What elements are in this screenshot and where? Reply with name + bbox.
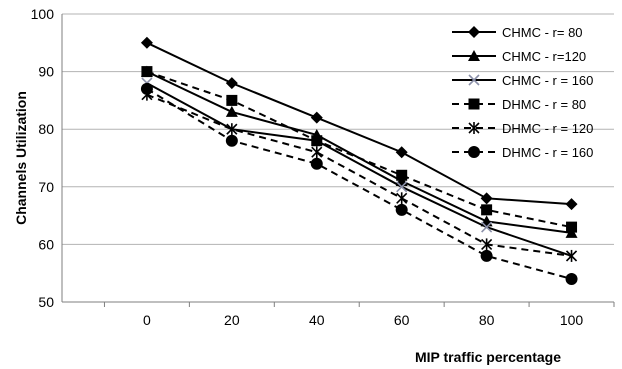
circle-marker xyxy=(565,272,578,285)
series-group xyxy=(140,36,578,285)
y-tick-label: 80 xyxy=(38,121,54,137)
x-tick-label: 40 xyxy=(309,312,325,328)
axes: 50 60 70 80 90 100 0 20 40 60 80 100 xyxy=(31,6,615,328)
triangle-marker xyxy=(468,50,480,61)
legend-item: DHMC - r = 160 xyxy=(452,145,593,160)
x-marker xyxy=(468,74,480,86)
circle-marker xyxy=(140,82,153,95)
y-tick-label: 70 xyxy=(38,179,54,195)
legend-item: CHMC - r=120 xyxy=(452,49,586,64)
y-tick-label: 60 xyxy=(38,236,54,252)
asterisk-marker xyxy=(311,146,323,159)
circle-marker xyxy=(310,157,323,170)
x-marker xyxy=(396,181,408,193)
y-tick-label: 100 xyxy=(31,6,55,22)
y-axis-title: Channels Utilization xyxy=(13,91,29,225)
series-6 xyxy=(140,82,578,285)
x-tick-label: 20 xyxy=(224,312,240,328)
x-tick-label: 100 xyxy=(560,312,584,328)
asterisk-marker xyxy=(481,238,493,251)
diamond-marker xyxy=(565,198,578,211)
x-axis-title: MIP traffic percentage xyxy=(415,349,561,365)
legend-label: CHMC - r=120 xyxy=(502,49,586,64)
series-1 xyxy=(140,36,578,211)
circle-marker xyxy=(225,134,238,147)
square-marker xyxy=(311,135,323,147)
diamond-marker xyxy=(225,77,238,90)
legend-label: CHMC - r = 160 xyxy=(502,73,593,88)
circle-marker xyxy=(468,146,480,158)
series-line xyxy=(146,93,572,257)
square-marker xyxy=(468,98,480,110)
legend-item: DHMC - r = 80 xyxy=(452,97,586,112)
legend-item: DHMC - r = 120 xyxy=(452,121,593,136)
x-tick-label: 60 xyxy=(394,312,410,328)
x-marker xyxy=(481,221,493,233)
series-line xyxy=(146,70,572,229)
series-line xyxy=(146,41,572,206)
series-4 xyxy=(141,66,578,233)
y-tick-label: 90 xyxy=(38,64,54,80)
x-tick-label: 0 xyxy=(143,312,151,328)
legend-label: DHMC - r = 160 xyxy=(502,145,593,160)
circle-marker xyxy=(480,249,493,262)
y-tick-label: 50 xyxy=(38,294,54,310)
circle-marker xyxy=(395,203,408,216)
square-marker xyxy=(396,169,408,181)
legend-label: DHMC - r = 80 xyxy=(502,97,586,112)
asterisk-marker xyxy=(468,122,480,134)
asterisk-marker xyxy=(565,249,578,262)
diamond-marker xyxy=(140,36,153,49)
asterisk-marker xyxy=(226,123,238,136)
series-5 xyxy=(141,88,578,262)
asterisk-marker xyxy=(396,192,408,205)
square-marker xyxy=(566,221,578,233)
diamond-marker xyxy=(480,192,493,205)
square-marker xyxy=(481,204,493,216)
gridlines xyxy=(62,13,614,245)
diamond-marker xyxy=(468,26,480,38)
series-line xyxy=(146,82,572,257)
legend-label: DHMC - r = 120 xyxy=(502,121,593,136)
diamond-marker xyxy=(395,146,408,159)
square-marker xyxy=(226,94,238,106)
legend-item: CHMC - r= 80 xyxy=(452,25,583,40)
triangle-marker xyxy=(225,105,238,117)
x-tick-label: 80 xyxy=(479,312,495,328)
legend: CHMC - r= 80 CHMC - r=120 CHMC - r = 160 DH… xyxy=(452,25,593,160)
square-marker xyxy=(141,66,153,78)
legend-item: CHMC - r = 160 xyxy=(452,73,593,88)
diamond-marker xyxy=(310,111,323,124)
legend-label: CHMC - r= 80 xyxy=(502,25,583,40)
